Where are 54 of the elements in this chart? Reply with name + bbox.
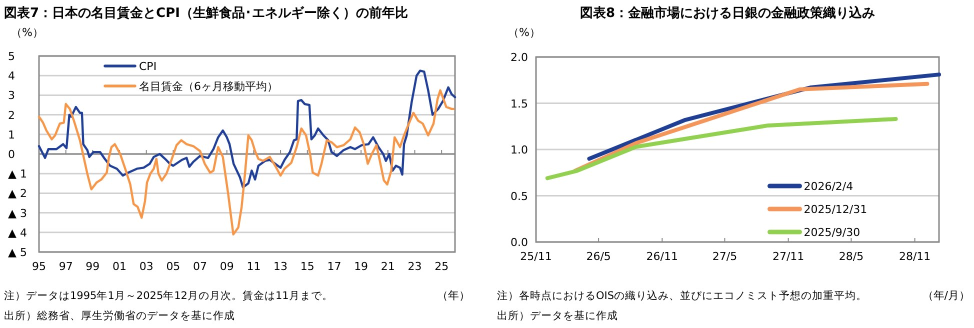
x-tick-label: 28/5 — [838, 250, 864, 263]
x-tick-label: 05 — [166, 260, 180, 273]
y-tick-label: 5 — [8, 50, 15, 63]
legend-label: 2026/2/4 — [804, 180, 854, 193]
legend-label: 名目賃金（6ヶ月移動平均） — [139, 80, 278, 93]
y-tick-label: 0 — [8, 148, 15, 161]
x-tick-label: 25 — [434, 260, 449, 273]
ylabel: （%） — [508, 26, 540, 39]
y-tick-label: 2.0 — [510, 51, 528, 64]
y-tick-label: ▲ 5 — [8, 246, 27, 259]
x-tick-label: 11 — [246, 260, 261, 273]
xlabel: （年/月） — [922, 289, 970, 302]
y-tick-label: 1 — [8, 128, 15, 142]
x-tick-label: 25/11 — [520, 250, 552, 263]
x-tick-label: 28/11 — [898, 250, 931, 263]
text: 出所）総務省、厚生労働省のデータを基に作成 — [4, 309, 235, 322]
y-tick-label: ▲ 1 — [8, 168, 27, 181]
title: 図表8：金融市場における日銀の金融政策織り込み — [580, 6, 876, 21]
text: 出所）データを基に作成 — [497, 309, 618, 322]
xlabel: （年） — [437, 289, 470, 302]
y-tick-label: 2 — [8, 108, 15, 122]
legend-label: 2025/9/30 — [804, 226, 860, 239]
y-tick-label: 0.0 — [510, 236, 528, 249]
x-tick-label: 17 — [327, 260, 342, 273]
x-tick-label: 01 — [112, 260, 127, 273]
x-tick-label: 19 — [354, 260, 368, 273]
x-tick-label: 07 — [193, 260, 208, 273]
x-tick-label: 99 — [86, 260, 100, 273]
x-tick-label: 21 — [380, 260, 395, 273]
x-tick-label: 15 — [300, 260, 314, 273]
x-tick-label: 26/11 — [646, 250, 678, 263]
x-tick-label: 23 — [408, 260, 422, 273]
x-tick-label: 97 — [58, 260, 73, 273]
x-tick-label: 13 — [274, 260, 288, 273]
x-tick-label: 03 — [139, 260, 154, 273]
y-tick-label: ▲ 3 — [8, 206, 27, 220]
legend-label: 2025/12/31 — [804, 203, 868, 216]
legend-label: CPI — [139, 60, 157, 73]
x-tick-label: 27/5 — [712, 250, 738, 263]
y-tick-label: 0.5 — [510, 190, 528, 203]
y-tick-label: 4 — [8, 70, 15, 83]
y-tick-label: 3 — [8, 89, 15, 102]
y-tick-label: ▲ 4 — [8, 226, 27, 240]
y-tick-label: ▲ 2 — [8, 187, 27, 200]
y-tick-label: 1.0 — [510, 144, 528, 156]
ylabel: （%） — [11, 26, 44, 39]
y-tick-label: 1.5 — [510, 97, 528, 110]
text: 注）データは1995年1月～2025年12月の月次。賃金は11月まで。 — [4, 289, 333, 302]
x-tick-label: 09 — [220, 260, 234, 273]
text: 注）各時点におけるOISの織り込み、並びにエコノミスト予想の加重平均。 — [497, 289, 868, 302]
x-tick-label: 27/11 — [772, 250, 804, 263]
title: 図表7：日本の名目賃金とCPI（生鮮食品･エネルギー除く）の前年比 — [4, 6, 408, 21]
x-tick-label: 95 — [32, 260, 46, 273]
x-tick-label: 26/5 — [586, 250, 611, 263]
